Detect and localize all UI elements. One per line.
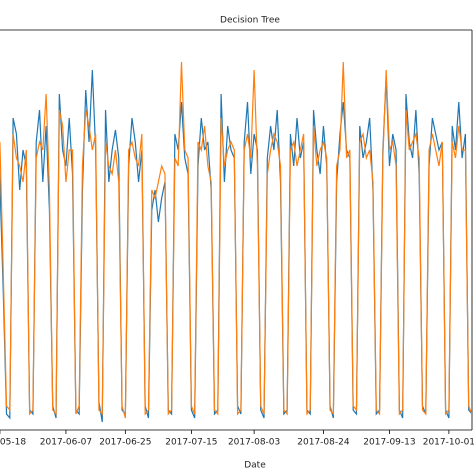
x-tick-label: 2017-08-24 xyxy=(297,438,350,448)
plot-area xyxy=(0,61,472,423)
line-series xyxy=(0,61,472,419)
chart-title: Decision Tree xyxy=(220,16,280,26)
x-tick-label: 2017-07-15 xyxy=(165,438,217,448)
x-tick-label: 2017-05-18 xyxy=(0,438,26,448)
x-tick-label: 2017-06-07 xyxy=(40,438,92,448)
x-tick-label: 2017-09-13 xyxy=(363,438,415,448)
x-tick-label: 2017-10-01 xyxy=(423,438,474,448)
x-axis-label: Date xyxy=(244,461,266,471)
x-tick-label: 2017-08-03 xyxy=(228,438,280,448)
x-tick-label: 2017-06-25 xyxy=(99,438,151,448)
